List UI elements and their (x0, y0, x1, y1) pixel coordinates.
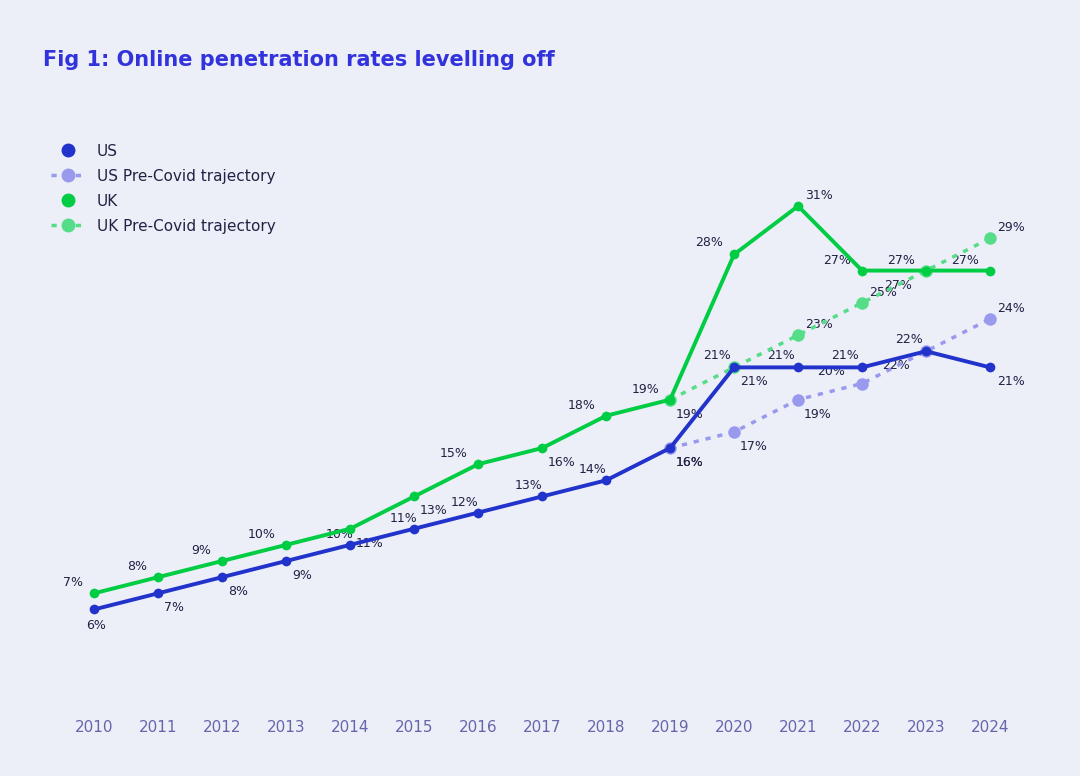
Text: 29%: 29% (997, 221, 1025, 234)
Text: 21%: 21% (740, 376, 768, 389)
Text: 27%: 27% (951, 254, 978, 267)
Text: 22%: 22% (895, 333, 923, 346)
Text: 24%: 24% (997, 302, 1025, 315)
Text: 16%: 16% (676, 456, 703, 469)
Text: 6%: 6% (86, 618, 106, 632)
Text: 16%: 16% (548, 456, 576, 469)
Text: 14%: 14% (579, 463, 606, 476)
Text: 11%: 11% (355, 537, 383, 549)
Text: 9%: 9% (292, 569, 312, 582)
Text: 27%: 27% (887, 254, 915, 267)
Text: 19%: 19% (804, 407, 832, 421)
Text: 10%: 10% (247, 528, 275, 541)
Legend: US, US Pre-Covid trajectory, UK, UK Pre-Covid trajectory: US, US Pre-Covid trajectory, UK, UK Pre-… (51, 144, 275, 234)
Text: 27%: 27% (823, 254, 851, 267)
Text: 10%: 10% (325, 528, 353, 541)
Text: 20%: 20% (818, 365, 846, 378)
Text: 27%: 27% (885, 279, 913, 292)
Text: 8%: 8% (228, 585, 248, 598)
Text: 13%: 13% (514, 480, 542, 493)
Text: 15%: 15% (440, 447, 468, 460)
Text: 16%: 16% (676, 456, 703, 469)
Text: 31%: 31% (805, 189, 833, 202)
Text: 28%: 28% (696, 236, 723, 249)
Text: 21%: 21% (768, 349, 795, 362)
Text: 19%: 19% (632, 383, 659, 396)
Text: 22%: 22% (881, 359, 909, 372)
Text: 21%: 21% (832, 349, 860, 362)
Text: 21%: 21% (997, 376, 1025, 389)
Text: 13%: 13% (420, 504, 447, 518)
Text: 8%: 8% (127, 560, 147, 573)
Text: 23%: 23% (805, 318, 833, 331)
Text: 21%: 21% (703, 349, 731, 362)
Text: 7%: 7% (164, 601, 184, 615)
Text: 11%: 11% (389, 511, 417, 525)
Text: 12%: 12% (450, 496, 478, 508)
Text: 18%: 18% (567, 399, 595, 412)
Text: 25%: 25% (869, 286, 896, 299)
Text: 19%: 19% (676, 407, 703, 421)
Text: 7%: 7% (64, 577, 83, 589)
Text: Fig 1: Online penetration rates levelling off: Fig 1: Online penetration rates levellin… (43, 50, 555, 70)
Text: 17%: 17% (740, 440, 768, 453)
Text: 9%: 9% (191, 544, 212, 557)
